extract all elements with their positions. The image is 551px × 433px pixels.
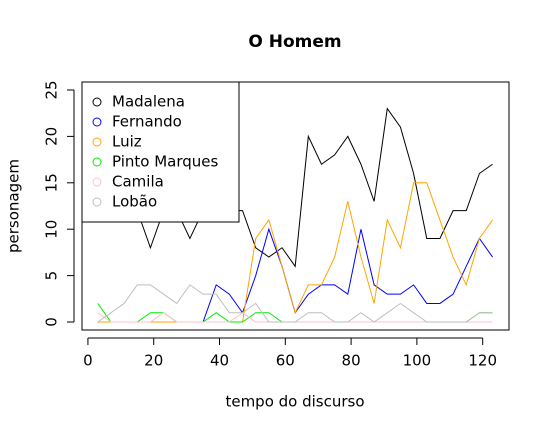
legend-symbol — [92, 137, 102, 147]
y-tick-label: 10 — [43, 220, 61, 239]
legend-label: Pinto Marques — [112, 153, 219, 171]
legend-label: Fernando — [112, 113, 182, 131]
y-tick-label: 0 — [43, 317, 61, 327]
x-tick-label: 80 — [342, 352, 361, 370]
legend-label: Camila — [112, 173, 164, 191]
x-tick-label: 100 — [403, 352, 432, 370]
series-line — [97, 284, 493, 323]
y-axis-label: personagem — [5, 159, 23, 253]
legend-symbol — [92, 197, 102, 207]
x-tick-label: 60 — [276, 352, 295, 370]
y-tick-label: 15 — [43, 173, 61, 192]
series-line — [97, 182, 493, 323]
x-tick-label: 40 — [210, 352, 229, 370]
x-tick-label: 20 — [144, 352, 163, 370]
legend-label: Madalena — [112, 93, 185, 111]
chart-title: O Homem — [248, 32, 341, 52]
series-line — [97, 227, 493, 323]
y-tick-label: 5 — [43, 271, 61, 281]
x-tick-label: 120 — [468, 352, 497, 370]
legend-box — [81, 81, 240, 223]
legend-label: Luiz — [112, 133, 142, 151]
y-tick-label: 20 — [43, 127, 61, 146]
legend-symbol — [92, 177, 102, 187]
series-line — [97, 312, 493, 323]
legend-symbol — [92, 157, 102, 167]
y-tick-label: 25 — [43, 80, 61, 99]
legend-symbol — [92, 117, 102, 127]
x-tick-label: 0 — [83, 352, 93, 370]
x-axis-label: tempo do discurso — [225, 393, 364, 411]
legend-symbol — [92, 97, 102, 107]
legend-label: Lobão — [112, 193, 157, 211]
